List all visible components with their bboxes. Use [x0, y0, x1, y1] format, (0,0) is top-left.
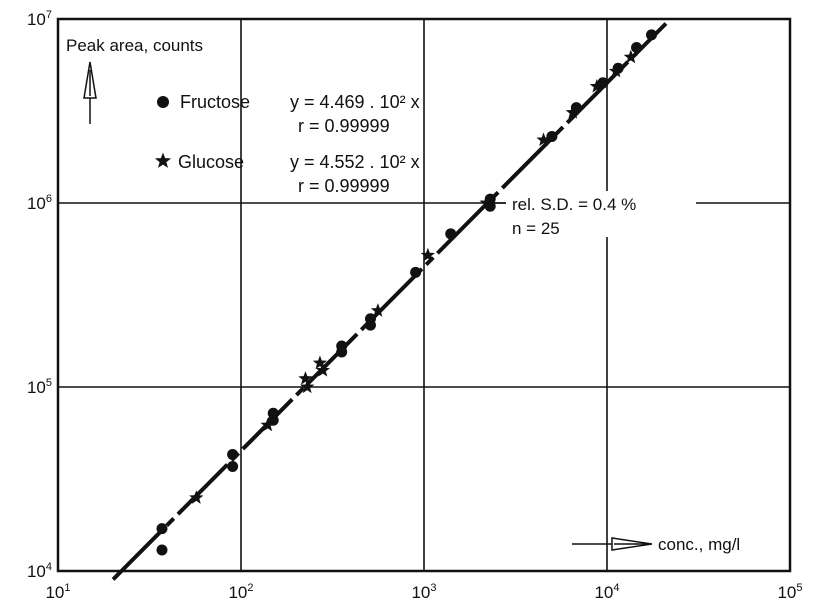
y-tick-label: 107: [27, 9, 52, 29]
legend-glucose-name: Glucose: [178, 152, 244, 172]
y-axis-label-group: Peak area, counts: [66, 36, 203, 124]
plot-frame: [56, 17, 792, 573]
x-tick-label: 104: [594, 582, 619, 602]
grid-lines: [58, 19, 790, 571]
legend-glucose-equation: y = 4.552 . 10² x: [290, 152, 420, 172]
glucose-point: [565, 105, 580, 119]
legend-glucose-r: r = 0.99999: [298, 176, 390, 196]
fructose-point: [410, 266, 422, 278]
right-arrow-icon: [572, 537, 653, 551]
y-tick-label: 104: [27, 561, 52, 581]
glucose-point: [589, 78, 604, 93]
glucose-point: [536, 132, 551, 147]
fructose-point: [336, 346, 348, 358]
x-tick-label: 103: [411, 582, 436, 602]
legend-fructose-equation: y = 4.469 . 10² x: [290, 92, 420, 112]
glucose-point: [298, 371, 313, 385]
x-axis-ticks: 101 102 103 104 105: [45, 582, 802, 602]
fructose-point: [156, 523, 168, 535]
x-axis-label: conc., mg/l: [658, 535, 740, 554]
glucose-marker-icon: [154, 152, 172, 168]
n-count-text: n = 25: [512, 219, 560, 238]
glucose-point: [312, 355, 328, 370]
fructose-marker-icon: [157, 96, 169, 108]
y-tick-label: 105: [27, 377, 52, 397]
legend: Fructose y = 4.469 . 10² x r = 0.99999 G…: [154, 92, 420, 196]
glucose-point: [189, 490, 204, 504]
legend-fructose-r: r = 0.99999: [298, 116, 390, 136]
legend-entry-glucose: Glucose y = 4.552 . 10² x r = 0.99999: [154, 152, 420, 196]
y-axis-ticks: 104 105 106 107: [27, 9, 52, 581]
fructose-point: [227, 448, 239, 460]
fructose-point: [364, 319, 376, 331]
fructose-point: [227, 460, 239, 472]
fructose-point: [156, 544, 168, 556]
fructose-point: [546, 130, 558, 142]
fructose-point: [631, 42, 643, 54]
rel-sd-text: rel. S.D. = 0.4 %: [512, 195, 636, 214]
fructose-point: [445, 228, 457, 240]
data-points: [156, 29, 657, 556]
legend-entry-fructose: Fructose y = 4.469 . 10² x r = 0.99999: [157, 92, 420, 136]
glucose-point: [315, 362, 330, 377]
up-arrow-icon: [83, 61, 97, 124]
rel-sd-annotation: rel. S.D. = 0.4 % n = 25: [506, 191, 696, 238]
x-tick-label: 101: [45, 582, 70, 602]
x-axis-label-group: conc., mg/l: [572, 535, 740, 554]
y-tick-label: 106: [27, 193, 52, 213]
y-axis-label: Peak area, counts: [66, 36, 203, 55]
glucose-point: [479, 195, 494, 210]
glucose-point: [608, 63, 624, 78]
glucose-point: [260, 417, 275, 432]
legend-fructose-name: Fructose: [180, 92, 250, 112]
glucose-point: [370, 303, 386, 317]
x-tick-label: 105: [777, 582, 802, 602]
glucose-point: [420, 247, 436, 262]
fructose-point: [645, 29, 657, 41]
x-tick-label: 102: [228, 582, 253, 602]
glucose-point: [623, 49, 638, 64]
glucose-point: [300, 379, 315, 394]
